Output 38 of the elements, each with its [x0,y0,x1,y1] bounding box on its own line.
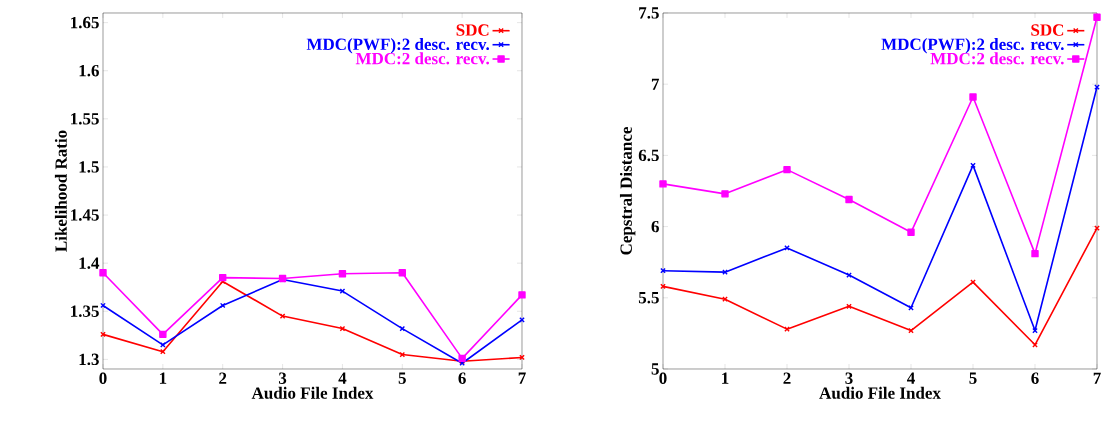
y-tick-label: 1.45 [71,209,99,221]
y-tick-label: 1.3 [79,353,99,366]
x-axis-title: Audio File Index [819,386,941,399]
y-tick-label: 6.5 [638,149,659,162]
x-tick-label: 4 [906,372,915,384]
x-tick-label: 5 [398,372,406,384]
y-tick-label: 5 [651,363,659,375]
x-tick-label: 2 [783,372,791,384]
x-tick-label: 1 [159,372,167,384]
y-tick-label: 1.5 [79,161,99,173]
legend-label: SDC [1031,24,1064,36]
y-axis-title: Cepstral Distance [619,127,636,255]
y-tick-label: 1.4 [79,257,100,269]
x-tick-label: 6 [1031,372,1039,384]
x-tick-label: 3 [278,372,287,384]
x-tick-label: 7 [1093,372,1101,384]
x-tick-label: 4 [338,372,347,384]
y-tick-label: 6 [651,220,659,233]
y-tick-label: 7 [651,78,660,90]
legend-label: MDC:2 desc. recv. [355,52,489,65]
x-tick-label: 2 [219,372,227,384]
y-tick-label: 1.35 [71,305,99,318]
y-tick-label: 1.55 [71,113,99,125]
y-tick-label: 7.5 [639,7,659,19]
x-tick-label: 0 [99,372,107,385]
x-tick-label: 5 [969,372,977,384]
x-tick-label: 6 [458,372,466,384]
x-tick-label: 0 [659,372,667,385]
y-tick-label: 1.6 [79,64,99,77]
x-tick-label: 7 [518,372,526,384]
x-tick-label: 1 [722,372,729,384]
y-tick-label: 1.65 [71,16,99,29]
y-axis-title: Likelihood Ratio [54,130,67,252]
y-tick-label: 5.5 [638,292,659,304]
x-axis-title: Audio File Index [251,386,374,399]
legend-label: SDC [456,24,489,36]
x-tick-label: 3 [845,372,853,384]
legend-label: MDC:2 desc. recv. [930,52,1064,65]
